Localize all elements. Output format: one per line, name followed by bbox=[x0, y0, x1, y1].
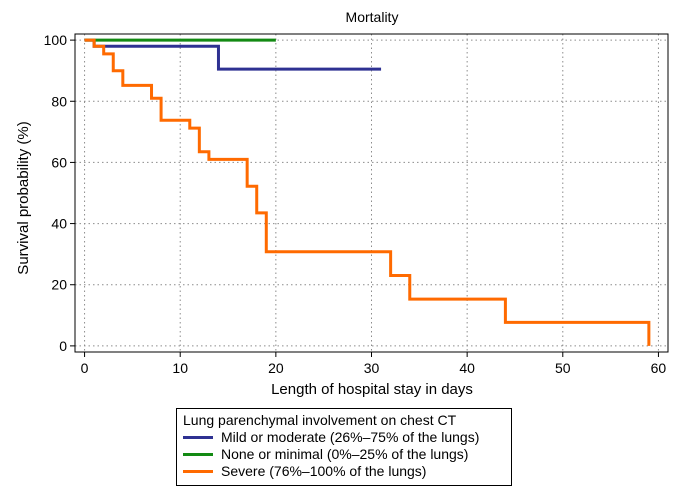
chart-title: Mortality bbox=[346, 9, 399, 25]
legend-title: Lung parenchymal involvement on chest CT bbox=[183, 412, 457, 428]
y-tick-label: 20 bbox=[51, 277, 67, 293]
series-line-mild bbox=[84, 38, 382, 71]
legend-swatch-none bbox=[183, 453, 213, 456]
legend-swatch-severe bbox=[183, 470, 213, 473]
y-tick-label: 80 bbox=[51, 93, 67, 109]
legend-label-mild: Mild or moderate (26%–75% of the lungs) bbox=[221, 429, 480, 445]
axis-ticks: 0 10 20 30 40 50 60 0 20 40 60 80 100 bbox=[44, 32, 667, 376]
y-tick-label: 60 bbox=[51, 154, 67, 170]
legend: Lung parenchymal involvement on chest CT… bbox=[176, 408, 512, 486]
survival-chart: Mortality 0 10 20 30 40 50 60 0 20 40 60 80 100 Leng… bbox=[15, 9, 669, 398]
y-tick-label: 0 bbox=[59, 338, 67, 354]
legend-swatch-mild bbox=[183, 436, 213, 439]
y-tick-label: 40 bbox=[51, 216, 67, 232]
legend-item-mild: Mild or moderate (26%–75% of the lungs) bbox=[183, 429, 505, 446]
series-line-severe bbox=[84, 38, 651, 346]
series-lines bbox=[84, 38, 651, 346]
y-tick-label: 100 bbox=[44, 32, 68, 48]
legend-item-none: None or minimal (0%–25% of the lungs) bbox=[183, 446, 505, 463]
x-tick-label: 0 bbox=[81, 360, 89, 376]
legend-label-none: None or minimal (0%–25% of the lungs) bbox=[221, 446, 469, 462]
x-tick-label: 10 bbox=[172, 360, 188, 376]
x-tick-label: 30 bbox=[364, 360, 380, 376]
x-tick-label: 60 bbox=[651, 360, 667, 376]
legend-item-severe: Severe (76%–100% of the lungs) bbox=[183, 463, 505, 480]
x-tick-label: 50 bbox=[555, 360, 571, 376]
grid-lines bbox=[75, 34, 668, 352]
x-axis-label: Length of hospital stay in days bbox=[271, 381, 473, 398]
x-tick-label: 40 bbox=[459, 360, 475, 376]
legend-label-severe: Severe (76%–100% of the lungs) bbox=[221, 463, 427, 479]
y-axis-label: Survival probability (%) bbox=[15, 121, 32, 274]
x-tick-label: 20 bbox=[268, 360, 284, 376]
